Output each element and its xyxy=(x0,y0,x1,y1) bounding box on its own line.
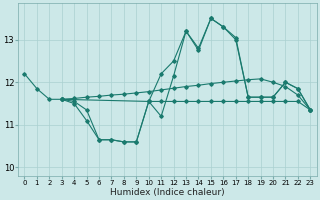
X-axis label: Humidex (Indice chaleur): Humidex (Indice chaleur) xyxy=(110,188,225,197)
